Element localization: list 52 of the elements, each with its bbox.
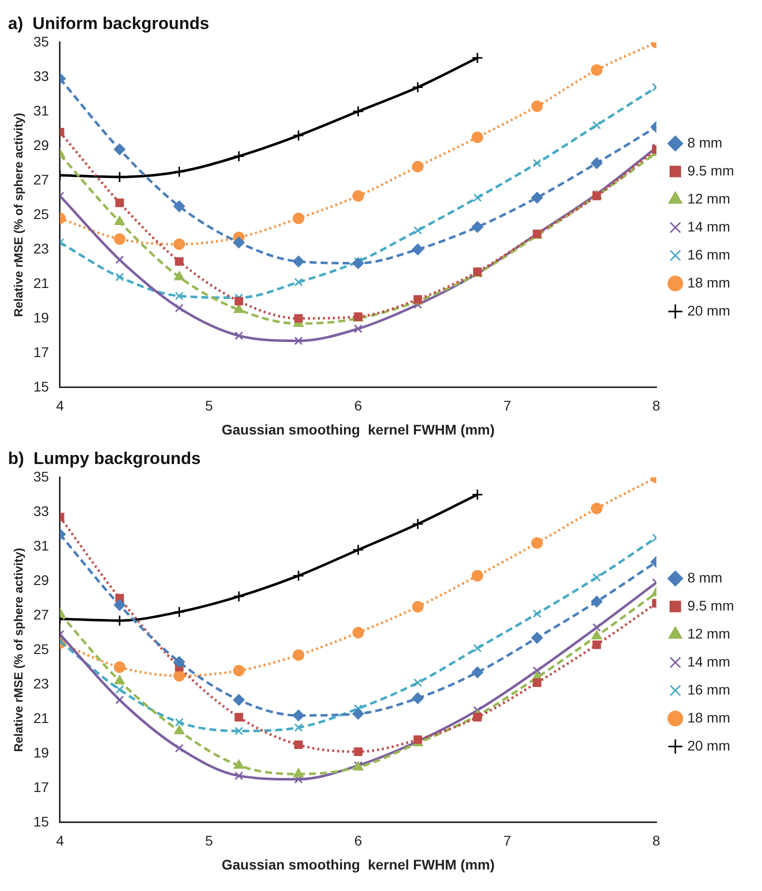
legend-label: 14 mm (687, 218, 730, 234)
x-tick-label: 7 (503, 398, 512, 414)
y-tick-label: 33 (33, 502, 50, 519)
legend-label: 9.5 mm (687, 597, 734, 614)
legend-label: 18 mm (687, 274, 730, 290)
legend-label: 12 mm (687, 625, 730, 642)
x-axis-title: Gaussian smoothing kernel FWHM (mm) (222, 421, 495, 438)
y-tick-label: 21 (33, 274, 50, 291)
y-tick-label: 23 (33, 240, 50, 256)
legend-label: 8 mm (687, 134, 722, 150)
x-tick-label: 8 (652, 398, 660, 414)
x-tick-label: 5 (205, 398, 214, 414)
x-tick-label: 5 (205, 832, 214, 849)
y-tick-label: 35 (33, 468, 50, 484)
x-tick-label: 8 (652, 832, 660, 849)
legend-label: 16 mm (687, 246, 730, 262)
legend-label: 20 mm (687, 302, 730, 318)
y-tick-label: 25 (33, 206, 50, 222)
x-tick-label: 7 (503, 832, 512, 849)
y-tick-label: 29 (33, 572, 50, 588)
y-tick-label: 19 (33, 309, 50, 326)
legend-label: 14 mm (687, 653, 730, 670)
legend-label: 16 mm (687, 681, 730, 698)
chart-title: b) Lumpy backgrounds (8, 448, 201, 468)
y-tick-label: 33 (33, 68, 50, 84)
legend-label: 9.5 mm (687, 162, 734, 178)
y-tick-label: 23 (33, 675, 50, 692)
y-tick-label: 21 (33, 710, 50, 726)
x-axis-title: Gaussian smoothing kernel FWHM (mm) (222, 856, 495, 872)
y-axis-title: Relative rMSE (% of sphere activity) (12, 548, 26, 752)
legend-label: 18 mm (687, 709, 730, 726)
y-axis-title: Relative rMSE (% of sphere activity) (12, 112, 26, 317)
legend-label: 20 mm (687, 737, 730, 754)
y-tick-label: 15 (33, 378, 50, 394)
y-tick-label: 17 (33, 778, 50, 795)
x-tick-label: 4 (56, 398, 64, 414)
x-tick-label: 4 (56, 832, 64, 849)
y-tick-label: 17 (33, 344, 50, 360)
y-tick-label: 19 (33, 744, 50, 760)
y-tick-label: 29 (33, 136, 50, 153)
y-tick-label: 35 (33, 33, 50, 50)
legend-label: 12 mm (687, 190, 730, 206)
x-tick-label: 6 (354, 398, 362, 414)
x-tick-label: 6 (354, 832, 362, 849)
chart-title: a) Uniform backgrounds (8, 14, 210, 33)
y-tick-label: 31 (33, 537, 50, 554)
y-tick-label: 27 (33, 606, 50, 622)
y-tick-label: 27 (33, 171, 50, 188)
y-tick-label: 31 (33, 102, 50, 118)
y-tick-label: 25 (33, 640, 50, 657)
legend-label: 8 mm (687, 569, 722, 586)
y-tick-label: 15 (33, 813, 50, 830)
